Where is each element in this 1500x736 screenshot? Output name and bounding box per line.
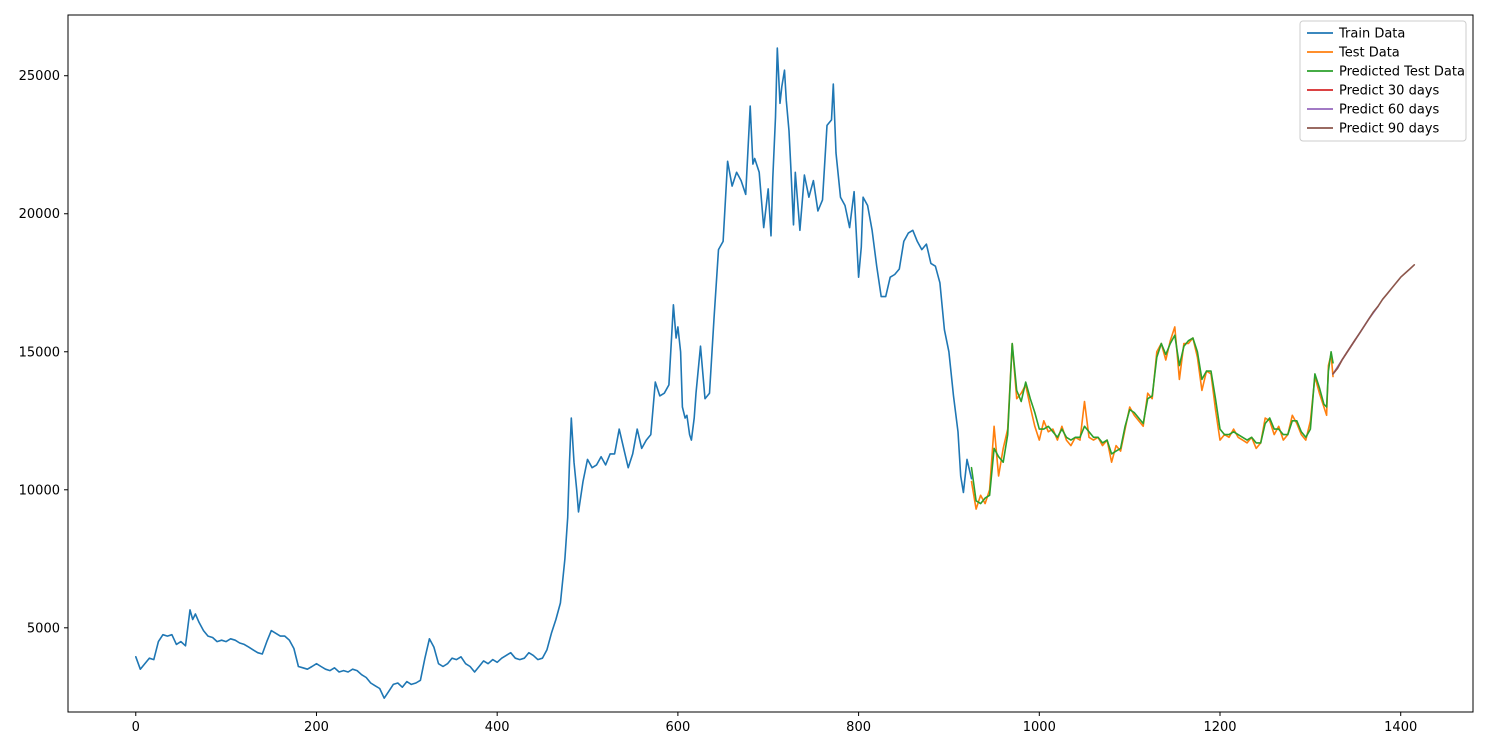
x-tick-label: 1200 — [1203, 720, 1236, 735]
series-line-predicted-test-data — [970, 334, 1334, 505]
x-axis: 0 200 400 600 800 1000 1200 1400 — [132, 712, 1417, 735]
axes-frame — [67, 14, 1474, 713]
y-tick-label: 25000 — [19, 69, 60, 84]
x-tick-label: 600 — [665, 720, 690, 735]
legend-label: Train Data — [1338, 27, 1405, 42]
legend-label: Predict 30 days — [1339, 84, 1439, 99]
plot-lines — [135, 47, 1416, 699]
x-tick-label: 800 — [846, 720, 871, 735]
y-tick-label: 15000 — [19, 345, 60, 360]
y-axis: 5000 10000 15000 20000 25000 — [19, 69, 68, 636]
series-line-predict-90-days — [1332, 264, 1416, 375]
series-line-train-data — [135, 47, 973, 699]
x-tick-label: 1400 — [1384, 720, 1417, 735]
y-tick-label: 20000 — [19, 207, 60, 222]
series-line-test-data — [970, 326, 1334, 510]
x-tick-label: 0 — [132, 720, 140, 735]
x-tick-label: 200 — [304, 720, 329, 735]
y-tick-label: 10000 — [19, 483, 60, 498]
legend: Train Data Test Data Predicted Test Data Pr… — [1299, 20, 1467, 142]
legend-label: Predicted Test Data — [1339, 65, 1465, 80]
legend-label: Predict 60 days — [1339, 103, 1439, 118]
legend-box — [1299, 20, 1467, 142]
x-tick-label: 400 — [485, 720, 510, 735]
legend-label: Test Data — [1338, 46, 1400, 61]
x-tick-label: 1000 — [1023, 720, 1056, 735]
legend-label: Predict 90 days — [1339, 122, 1439, 137]
y-tick-label: 5000 — [27, 621, 60, 636]
